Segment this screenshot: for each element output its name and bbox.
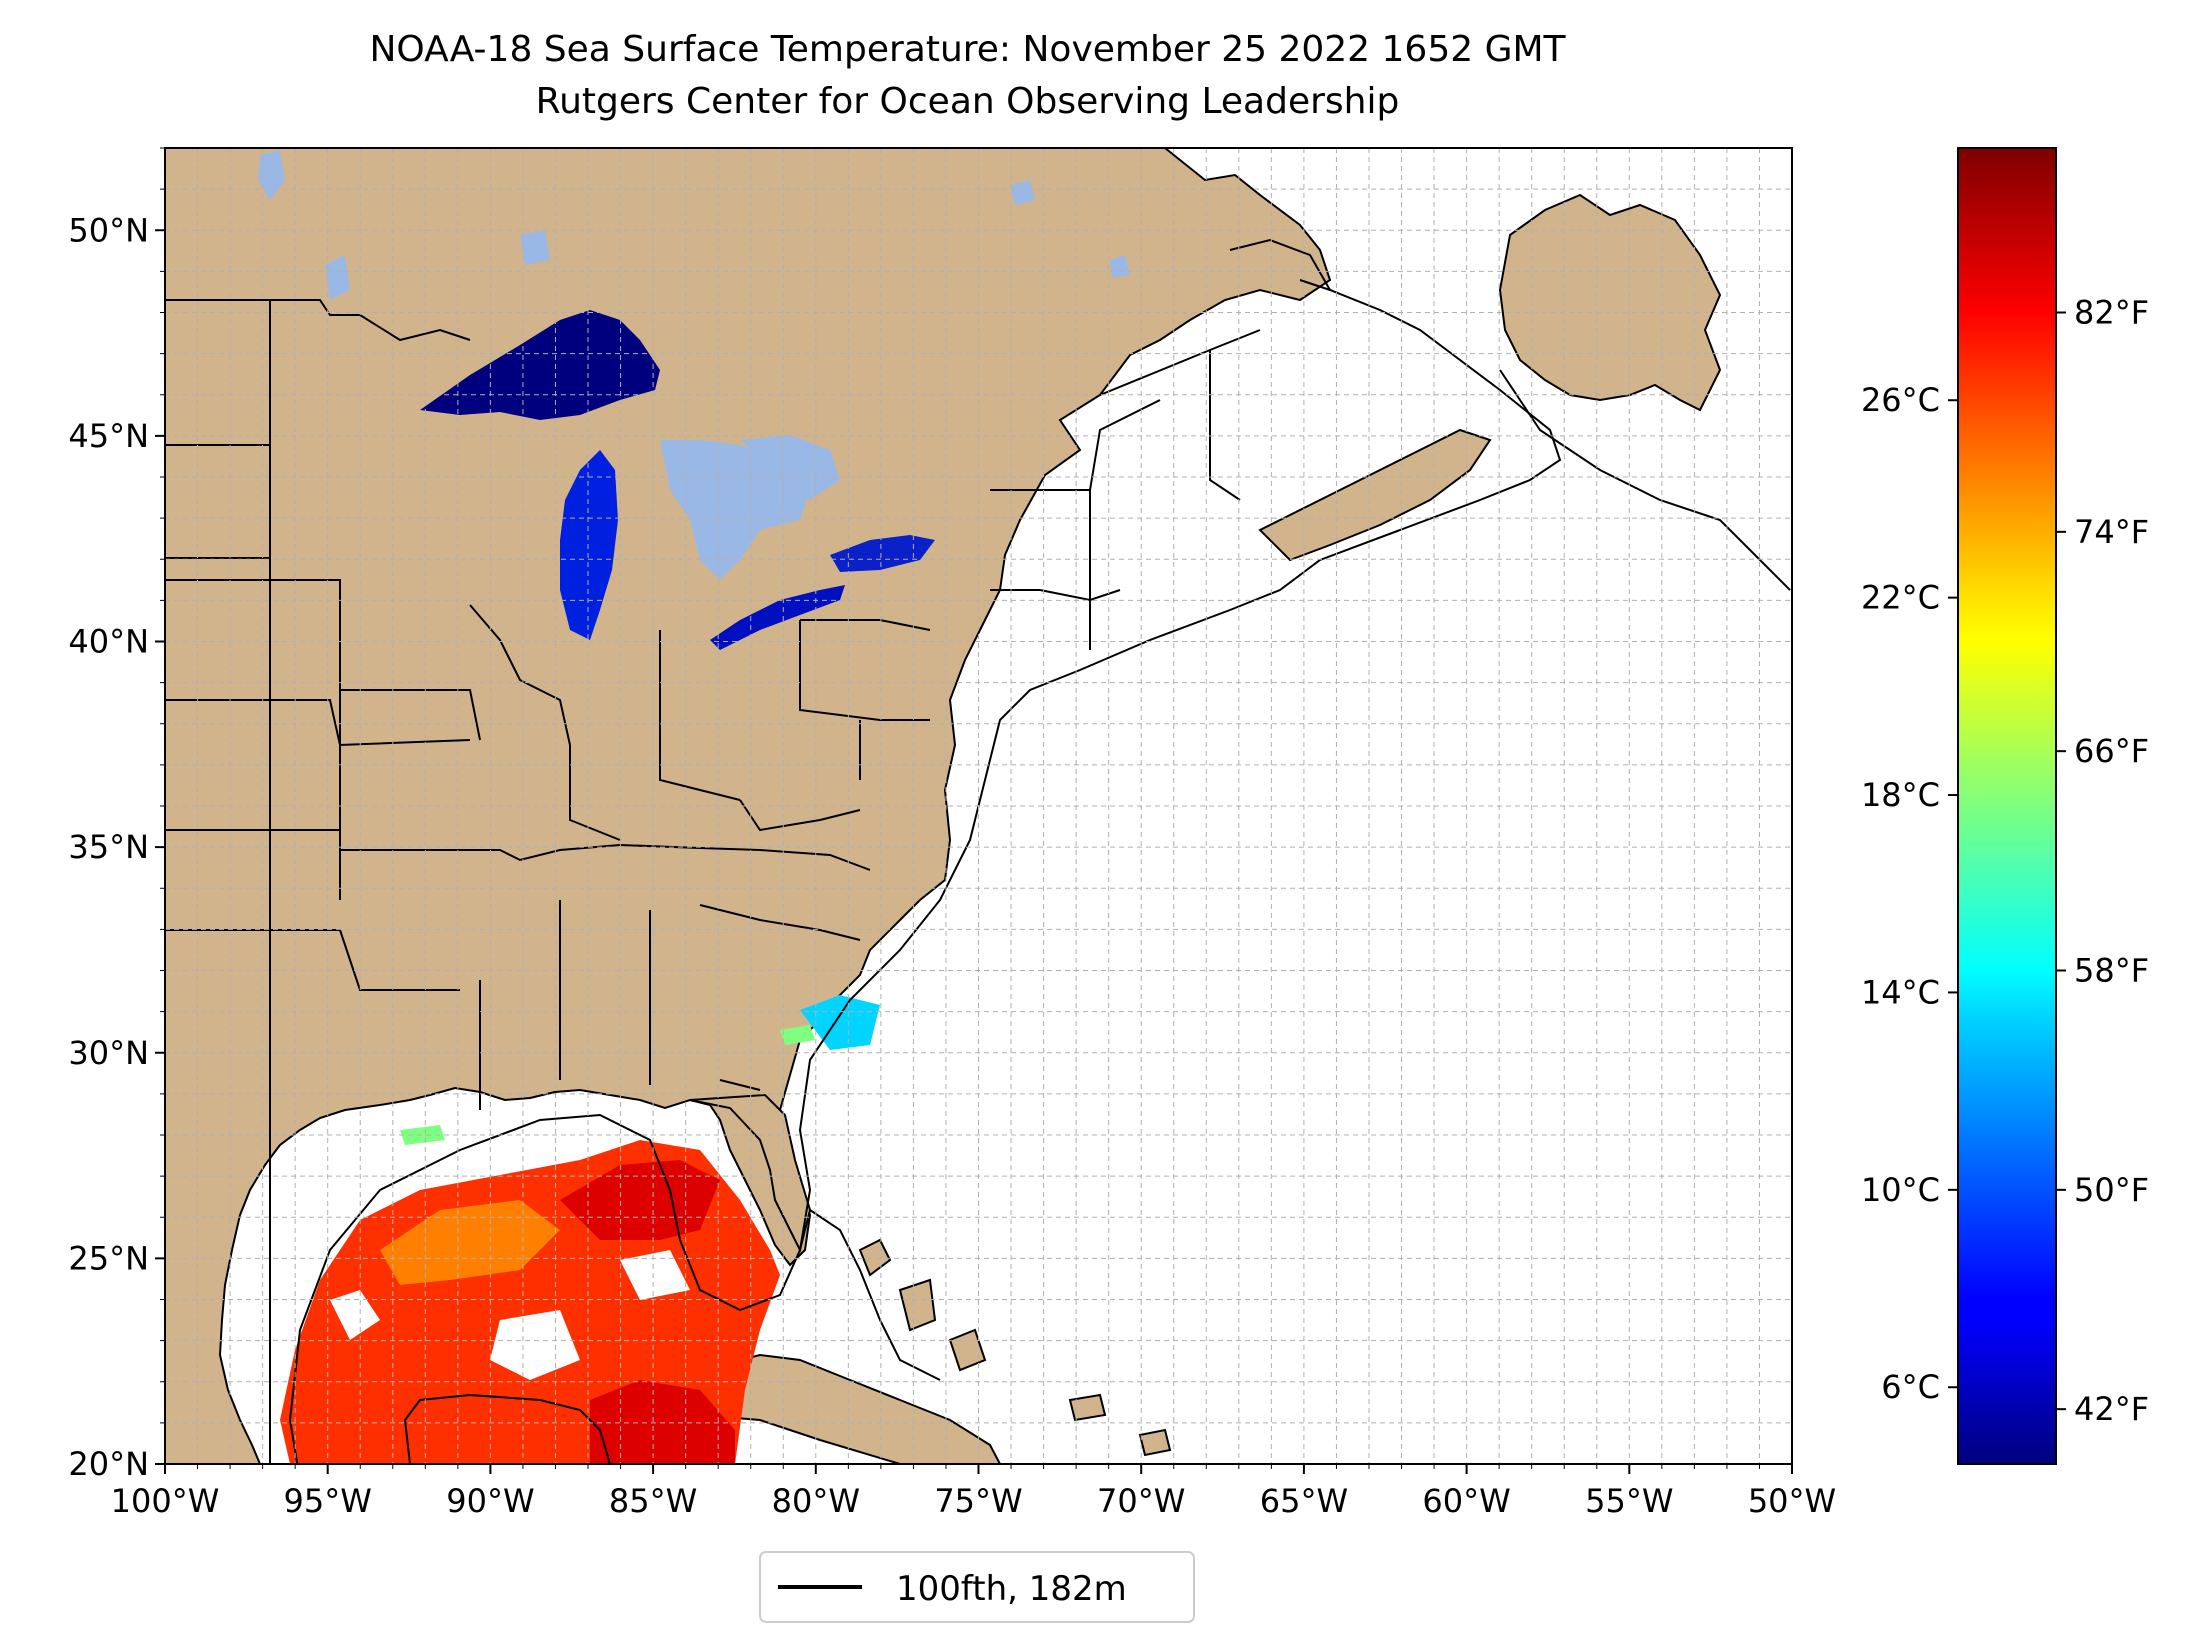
lon-tick-label: 80°W xyxy=(772,1482,860,1520)
lat-tick-label: 35°N xyxy=(68,828,149,866)
land-bahamas xyxy=(858,1238,1172,1457)
colorbar-f-label: 66°F xyxy=(2074,732,2149,770)
gulf-hot-region xyxy=(560,1160,720,1240)
isobath-legend: 100fth, 182m xyxy=(759,1551,1195,1623)
lon-tick-label: 100°W xyxy=(111,1482,220,1520)
colorbar-c-label: 26°C xyxy=(1861,381,1940,419)
great-lakes-sst xyxy=(258,150,1130,650)
colorbar-f-label: 42°F xyxy=(2074,1390,2149,1428)
lat-tick-label: 25°N xyxy=(68,1239,149,1277)
colorbar-c-label: 14°C xyxy=(1861,973,1940,1011)
gulf-cloud-2 xyxy=(490,1310,580,1380)
lake-erie xyxy=(710,585,845,650)
colorbar-f-label: 74°F xyxy=(2074,513,2149,551)
lat-tick-label: 20°N xyxy=(68,1445,149,1483)
gulf-cool-edge xyxy=(400,1125,445,1145)
lake-huron-east xyxy=(740,435,840,500)
longitude-axis: 100°W 95°W 90°W 85°W 80°W 75°W 70°W 65°W 60°W 55°… xyxy=(111,1464,1836,1520)
lat-tick-label: 40°N xyxy=(68,623,149,661)
colorbar-f-label: 82°F xyxy=(2074,294,2149,332)
lon-tick-label: 75°W xyxy=(934,1482,1022,1520)
lake-winnipeg-light xyxy=(258,150,285,200)
lat-tick-label: 45°N xyxy=(68,417,149,455)
colorbar-c-label: 18°C xyxy=(1861,776,1940,814)
atlantic-cool-patch xyxy=(800,995,880,1050)
lon-tick-label: 70°W xyxy=(1097,1482,1185,1520)
legend-box xyxy=(759,1551,1195,1623)
lake-small-3 xyxy=(1010,180,1035,205)
gulf-cloud-3 xyxy=(620,1250,690,1300)
lon-tick-label: 55°W xyxy=(1585,1482,1673,1520)
colorbar-c-label: 6°C xyxy=(1881,1368,1940,1406)
isobath-100fth xyxy=(288,238,1791,1464)
lake-superior xyxy=(420,310,660,420)
lon-tick-label: 85°W xyxy=(609,1482,697,1520)
political-boundaries xyxy=(165,299,1261,1464)
legend-entry-label: 100fth, 182m xyxy=(896,1569,1127,1609)
colorbar-c-label: 22°C xyxy=(1861,579,1940,617)
lake-ontario xyxy=(830,535,935,572)
lon-tick-label: 60°W xyxy=(1422,1482,1510,1520)
colorbar-fahrenheit-ticks: 42°F 50°F 58°F 66°F 74°F 82°F xyxy=(2056,294,2149,1428)
lat-tick-label: 30°N xyxy=(68,1034,149,1072)
lon-tick-label: 65°W xyxy=(1260,1482,1348,1520)
colorbar-gradient xyxy=(1957,147,2057,1465)
lon-tick-label: 95°W xyxy=(284,1482,372,1520)
gulf-cloud-1 xyxy=(330,1290,380,1340)
lake-small-4 xyxy=(1110,255,1130,278)
map-subtitle: Rutgers Center for Ocean Observing Leade… xyxy=(535,81,1400,122)
colorbar-f-label: 50°F xyxy=(2074,1171,2149,1209)
lake-michigan xyxy=(560,450,618,640)
colorbar-celsius-ticks: 6°C 10°C 14°C 18°C 22°C 26°C xyxy=(1861,381,1958,1406)
lake-small-2 xyxy=(520,230,550,265)
lake-huron xyxy=(660,440,810,580)
latitude-axis: 20°N 25°N 30°N 35°N 40°N 45°N 50°N xyxy=(68,147,165,1483)
lake-small-1 xyxy=(325,255,350,300)
gulf-hot-region-2 xyxy=(590,1380,735,1464)
lon-tick-label: 90°W xyxy=(446,1482,534,1520)
lat-tick-label: 50°N xyxy=(68,211,149,249)
land-nova-scotia xyxy=(1258,428,1492,562)
land-newfoundland xyxy=(1498,193,1722,412)
temperature-colorbar: 42°F 50°F 58°F 66°F 74°F 82°F 6°C 10°C 14°C 18°C… xyxy=(1861,147,2149,1465)
map-title: NOAA-18 Sea Surface Temperature: Novembe… xyxy=(369,29,1566,70)
map-grid xyxy=(165,148,1792,1464)
lon-tick-label: 50°W xyxy=(1748,1482,1836,1520)
colorbar-f-label: 58°F xyxy=(2074,952,2149,990)
atlantic-cool-patch-2 xyxy=(780,1025,815,1045)
colorbar-c-label: 10°C xyxy=(1861,1171,1940,1209)
